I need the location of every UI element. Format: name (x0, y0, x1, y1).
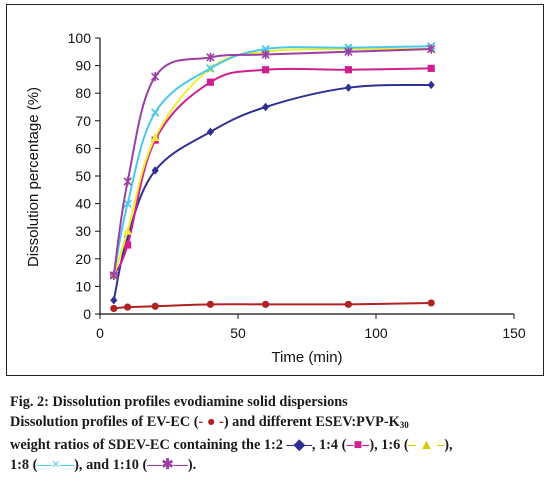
series-r1_2 (110, 80, 435, 305)
series-line-r1_6 (112, 47, 432, 276)
series-r1_8 (109, 42, 436, 280)
data-point-r1_10 (206, 52, 215, 62)
caption-subscript: 30 (399, 420, 409, 430)
chart-series (109, 42, 436, 313)
data-point-ev_ec (110, 304, 118, 313)
y-tick-label: 40 (75, 196, 91, 212)
caption-fig-label: Fig. 2: Dissolution profiles evodiamine … (10, 394, 348, 410)
dissolution-chart: 0 10 20 30 40 50 60 70 80 90 100 0 50 100 150 Time (mi… (25, 30, 526, 366)
y-tick-label: 0 (83, 306, 91, 322)
y-axis-title: Dissolution percentage (%) (25, 87, 42, 267)
caption-text: ), and 1:10 ( (74, 457, 148, 473)
figure-caption: Fig. 2: Dissolution profiles evodiamine … (10, 392, 544, 475)
caption-text: , 1:4 ( (311, 437, 347, 453)
caption-line-2: Dissolution profiles of EV-EC (- ● -) an… (10, 412, 544, 435)
data-point-r1_2 (427, 80, 435, 90)
chart-axes: 0 10 20 30 40 50 60 70 80 90 100 0 50 100 150 (68, 30, 526, 341)
y-tick-label: 10 (75, 278, 91, 294)
data-point-r1_8 (123, 199, 132, 208)
caption-text: ). (187, 457, 197, 473)
data-point-ev_ec (206, 300, 214, 308)
data-point-r1_2 (124, 232, 132, 241)
data-point-r1_2 (110, 296, 118, 305)
caption-line-4: 1:8 (—×—), and 1:10 (—✱—). (10, 455, 544, 475)
caption-text: Dissolution profiles of EV-EC ( (10, 414, 199, 430)
data-point-r1_4 (206, 78, 214, 86)
data-point-r1_4 (262, 66, 270, 74)
legend-1-10: —✱— (147, 457, 188, 473)
caption-text: ), 1:6 ( (369, 437, 409, 453)
caption-text: ), (444, 437, 453, 453)
data-point-r1_2 (206, 127, 214, 137)
data-point-ev_ec (151, 302, 159, 310)
series-line-r1_4 (112, 67, 432, 276)
caption-text: weight ratios of SDEV-EC containing the … (10, 437, 287, 453)
y-tick-label: 20 (75, 251, 91, 267)
data-point-ev_ec (427, 299, 435, 307)
data-point-r1_6 (123, 226, 132, 235)
data-point-ev_ec (262, 300, 270, 308)
data-point-r1_10 (151, 72, 160, 82)
data-point-r1_4 (344, 66, 352, 74)
data-point-r1_10 (261, 49, 270, 60)
x-tick-label: 50 (230, 325, 246, 341)
data-point-r1_2 (151, 166, 159, 175)
data-point-r1_4 (124, 241, 132, 249)
legend-1-2: –◆– (286, 437, 312, 453)
y-tick-label: 90 (75, 58, 91, 74)
series-line-ev_ec (113, 301, 432, 310)
data-point-r1_2 (344, 83, 352, 92)
x-tick-label: 100 (364, 325, 388, 341)
y-tick-label: 60 (75, 140, 91, 156)
x-axis-title: Time (min) (271, 349, 342, 366)
x-tick-label: 0 (96, 325, 104, 341)
data-point-r1_2 (262, 102, 270, 112)
y-tick-label: 80 (75, 85, 91, 101)
data-point-r1_4 (427, 64, 435, 72)
data-point-r1_10 (109, 270, 118, 280)
data-point-r1_8 (206, 64, 215, 73)
y-tick-label: 100 (68, 30, 92, 46)
series-r1_10 (109, 44, 436, 280)
y-tick-label: 50 (75, 168, 91, 184)
legend-1-8: —×— (37, 457, 75, 473)
legend-1-6: – ▲ – (408, 437, 445, 453)
y-tick-label: 30 (75, 223, 91, 239)
x-tick-label: 150 (502, 325, 526, 341)
y-tick-label: 70 (75, 113, 91, 129)
legend-ev-ec: - ● - (198, 414, 224, 430)
series-r1_4 (110, 64, 435, 279)
data-point-r1_6 (151, 132, 160, 141)
data-point-ev_ec (344, 300, 352, 308)
data-point-ev_ec (124, 303, 132, 311)
data-point-r1_8 (150, 108, 160, 117)
data-point-r1_10 (427, 44, 436, 54)
caption-text: ) and different ESEV:PVP-K (223, 414, 400, 430)
caption-text: 1:8 ( (10, 457, 38, 473)
caption-line-1: Fig. 2: Dissolution profiles evodiamine … (10, 392, 544, 412)
series-line-r1_2 (112, 83, 432, 301)
series-ev_ec (110, 299, 435, 313)
legend-1-4: –■– (346, 437, 370, 453)
data-point-r1_10 (123, 176, 132, 187)
series-line-r1_8 (112, 45, 432, 276)
caption-line-3: weight ratios of SDEV-EC containing the … (10, 435, 544, 455)
data-point-r1_10 (344, 47, 353, 57)
